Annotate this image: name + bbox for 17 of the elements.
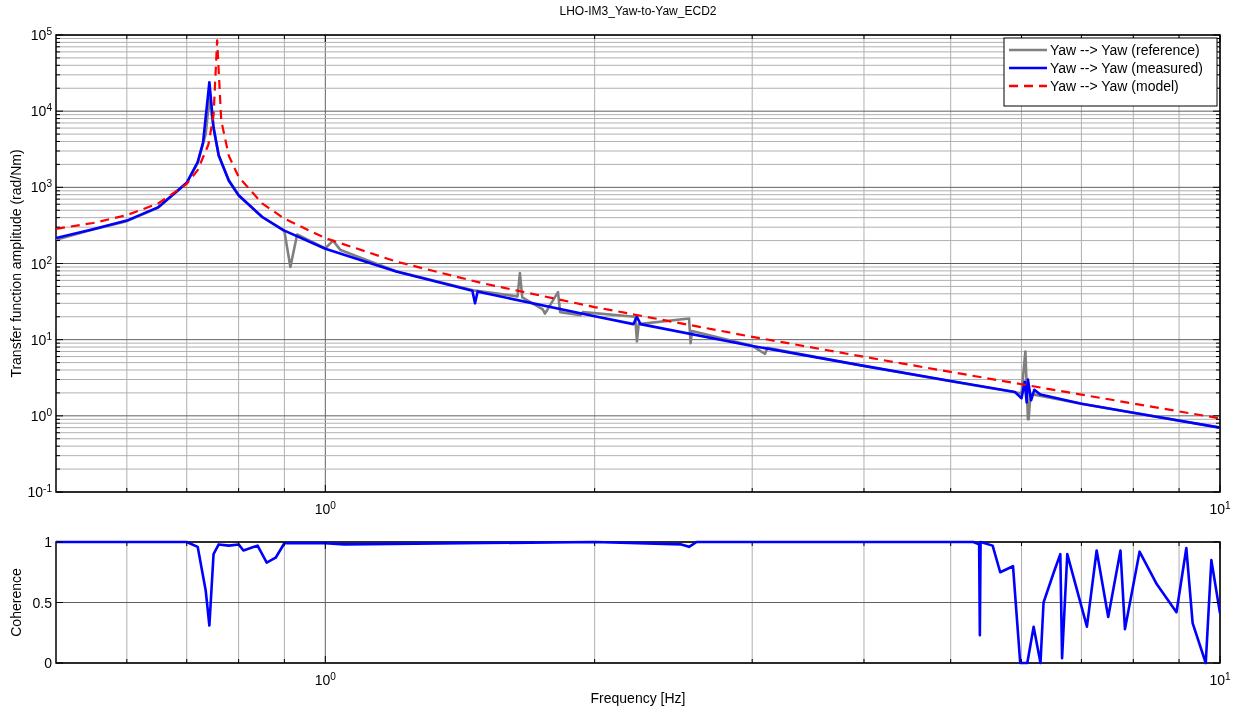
y-tick-label: 0 [44,655,53,671]
y-tick-label: 10$^{0}$ [30,406,53,424]
y-tick-label: 10$^{-1}$ [27,482,53,500]
legend-label: Yaw --> Yaw (measured) [1050,60,1203,76]
legend-label: Yaw --> Yaw (reference) [1050,42,1200,58]
y-tick-label: 10$^{1}$ [30,330,53,348]
y-tick-label: 10$^{2}$ [30,254,53,272]
y-tick-label: 1 [44,534,53,550]
y-tick-label: 10$^{4}$ [30,101,53,120]
x-axis-title: Frequency [Hz] [590,690,686,706]
y-tick-label: 10$^{5}$ [30,25,53,43]
y-axis-title: Transfer function amplitude (rad/Nm) [8,149,24,378]
y-axis-title: Coherence [8,568,24,637]
chart-title: LHO-IM3_Yaw-to-Yaw_ECD2 [559,4,717,18]
y-tick-label: 10$^{3}$ [30,177,53,196]
legend-label: Yaw --> Yaw (model) [1050,78,1179,94]
y-tick-label: 0.5 [32,594,53,611]
